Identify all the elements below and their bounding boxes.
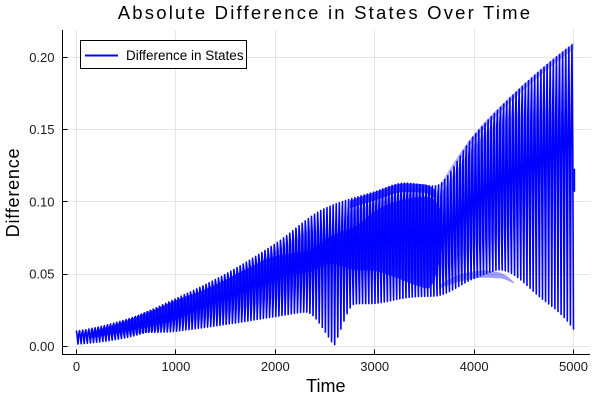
svg-text:Absolute Difference in States: Absolute Difference in States Over Time bbox=[118, 2, 533, 23]
svg-text:0.00: 0.00 bbox=[29, 339, 54, 354]
svg-text:Time: Time bbox=[306, 376, 345, 396]
svg-text:5000: 5000 bbox=[559, 359, 588, 374]
svg-text:0: 0 bbox=[73, 359, 80, 374]
svg-text:0.05: 0.05 bbox=[29, 267, 54, 282]
svg-text:0.15: 0.15 bbox=[29, 122, 54, 137]
svg-text:0.10: 0.10 bbox=[29, 194, 54, 209]
svg-text:4000: 4000 bbox=[460, 359, 489, 374]
svg-text:2000: 2000 bbox=[261, 359, 290, 374]
svg-text:0.20: 0.20 bbox=[29, 50, 54, 65]
svg-text:3000: 3000 bbox=[360, 359, 389, 374]
svg-text:1000: 1000 bbox=[161, 359, 190, 374]
svg-text:Difference: Difference bbox=[3, 148, 23, 238]
svg-text:Difference in States: Difference in States bbox=[126, 48, 244, 63]
